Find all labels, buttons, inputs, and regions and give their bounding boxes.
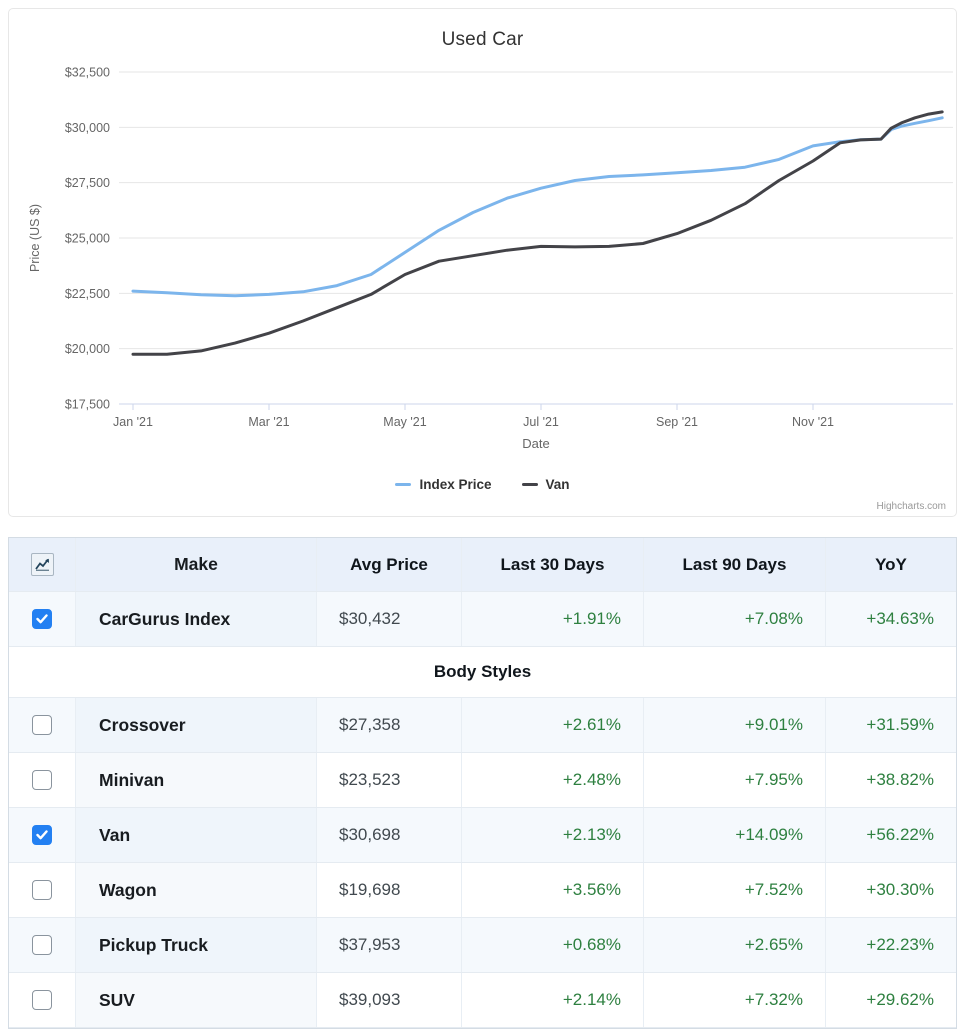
table-row-pickup-truck: Pickup Truck $37,953 +0.68% +2.65% +22.23%: [9, 918, 956, 973]
avg-price-cell: $27,358: [316, 698, 461, 752]
x-axis-tick-label: May '21: [383, 415, 426, 429]
y-axis-tick-label: $17,500: [65, 398, 110, 412]
series-line-index-price[interactable]: [131, 116, 944, 298]
checkbox-cell: [9, 918, 75, 972]
make-cell: Minivan: [75, 753, 316, 807]
y-axis-tick-label: $27,500: [65, 176, 110, 190]
table-row-cargurus-index: CarGurus Index $30,432 +1.91% +7.08% +34.63%: [9, 592, 956, 647]
legend-item-van[interactable]: Van: [521, 477, 570, 492]
yoy-cell: +31.59%: [825, 698, 956, 752]
checkbox-cell: [9, 698, 75, 752]
chart-card: $17,500 $20,000 $22,500 $25,000 $27,500 $30,0…: [8, 8, 957, 517]
last-90-days-cell: +2.65%: [643, 918, 825, 972]
last-30-days-cell: +3.56%: [461, 863, 643, 917]
yoy-cell: +29.62%: [825, 973, 956, 1027]
row-checkbox-checked[interactable]: [32, 825, 52, 845]
price-index-table: Make Avg Price Last 30 Days Last 90 Days…: [8, 537, 957, 1029]
y-axis-tick-label: $22,500: [65, 287, 110, 301]
table-section-header: Body Styles: [9, 647, 956, 698]
legend-label: Van: [545, 477, 570, 492]
make-cell: Crossover: [75, 698, 316, 752]
last-90-days-cell: +14.09%: [643, 808, 825, 862]
chart-legend: Index Price Van: [9, 477, 956, 492]
row-checkbox-unchecked[interactable]: [32, 770, 52, 790]
table-row-suv: SUV $39,093 +2.14% +7.32% +29.62%: [9, 973, 956, 1028]
last-30-days-cell: +0.68%: [461, 918, 643, 972]
yoy-cell: +38.82%: [825, 753, 956, 807]
column-header-yoy: YoY: [825, 538, 956, 591]
y-axis-tick-label: $32,500: [65, 66, 110, 80]
last-30-days-cell: +1.91%: [461, 592, 643, 646]
make-cell: Wagon: [75, 863, 316, 917]
last-30-days-cell: +2.13%: [461, 808, 643, 862]
legend-item-index-price[interactable]: Index Price: [395, 477, 492, 492]
x-axis-title: Date: [522, 436, 549, 451]
legend-marker: [521, 483, 538, 486]
x-axis-tick-label: Nov '21: [792, 415, 834, 429]
series-line-van[interactable]: [131, 110, 944, 356]
chart-title: Used Car: [441, 29, 524, 50]
table-row-wagon: Wagon $19,698 +3.56% +7.52% +30.30%: [9, 863, 956, 918]
column-header-last-90-days: Last 90 Days: [643, 538, 825, 591]
row-checkbox-unchecked[interactable]: [32, 715, 52, 735]
sparkline-chart-icon: [30, 553, 54, 576]
last-90-days-cell: +7.95%: [643, 753, 825, 807]
yoy-cell: +22.23%: [825, 918, 956, 972]
y-axis-title: Price (US $): [28, 204, 42, 272]
last-30-days-cell: +2.14%: [461, 973, 643, 1027]
last-90-days-cell: +7.08%: [643, 592, 825, 646]
yoy-cell: +30.30%: [825, 863, 956, 917]
table-header-row: Make Avg Price Last 30 Days Last 90 Days…: [9, 538, 956, 592]
y-axis-tick-label: $30,000: [65, 121, 110, 135]
row-checkbox-checked[interactable]: [32, 609, 52, 629]
column-header-avg-price: Avg Price: [316, 538, 461, 591]
column-header-last-30-days: Last 30 Days: [461, 538, 643, 591]
checkbox-cell: [9, 973, 75, 1027]
make-cell: CarGurus Index: [75, 592, 316, 646]
table-row-crossover: Crossover $27,358 +2.61% +9.01% +31.59%: [9, 698, 956, 753]
section-header-label: Body Styles: [433, 662, 532, 681]
x-axis-tick-label: Sep '21: [656, 415, 698, 429]
checkbox-cell: [9, 753, 75, 807]
last-30-days-cell: +2.48%: [461, 753, 643, 807]
row-checkbox-unchecked[interactable]: [32, 880, 52, 900]
yoy-cell: +56.22%: [825, 808, 956, 862]
checkbox-cell: [9, 592, 75, 646]
header-icon-cell: [9, 538, 75, 591]
y-axis-tick-label: $25,000: [65, 232, 110, 246]
avg-price-cell: $30,432: [316, 592, 461, 646]
avg-price-cell: $19,698: [316, 863, 461, 917]
avg-price-cell: $37,953: [316, 918, 461, 972]
x-axis-tick-label: Mar '21: [248, 415, 289, 429]
x-axis-tick-label: Jan '21: [113, 415, 153, 429]
row-checkbox-unchecked[interactable]: [32, 935, 52, 955]
table-body: CarGurus Index $30,432 +1.91% +7.08% +34.63%…: [9, 592, 956, 1028]
last-90-days-cell: +9.01%: [643, 698, 825, 752]
make-cell: Van: [75, 808, 316, 862]
checkbox-cell: [9, 808, 75, 862]
last-30-days-cell: +2.61%: [461, 698, 643, 752]
table-row-van: Van $30,698 +2.13% +14.09% +56.22%: [9, 808, 956, 863]
legend-label: Index Price: [419, 477, 492, 492]
price-chart-plot[interactable]: $17,500 $20,000 $22,500 $25,000 $27,500 $30,0…: [9, 9, 958, 469]
yoy-cell: +34.63%: [825, 592, 956, 646]
highcharts-credit[interactable]: Highcharts.com: [876, 501, 946, 512]
make-cell: SUV: [75, 973, 316, 1027]
table-row-minivan: Minivan $23,523 +2.48% +7.95% +38.82%: [9, 753, 956, 808]
y-axis-tick-label: $20,000: [65, 342, 110, 356]
checkbox-cell: [9, 863, 75, 917]
last-90-days-cell: +7.32%: [643, 973, 825, 1027]
legend-marker: [395, 483, 412, 486]
row-checkbox-unchecked[interactable]: [32, 990, 52, 1010]
avg-price-cell: $30,698: [316, 808, 461, 862]
avg-price-cell: $39,093: [316, 973, 461, 1027]
avg-price-cell: $23,523: [316, 753, 461, 807]
make-cell: Pickup Truck: [75, 918, 316, 972]
column-header-make: Make: [75, 538, 316, 591]
last-90-days-cell: +7.52%: [643, 863, 825, 917]
x-axis-tick-label: Jul '21: [523, 415, 559, 429]
